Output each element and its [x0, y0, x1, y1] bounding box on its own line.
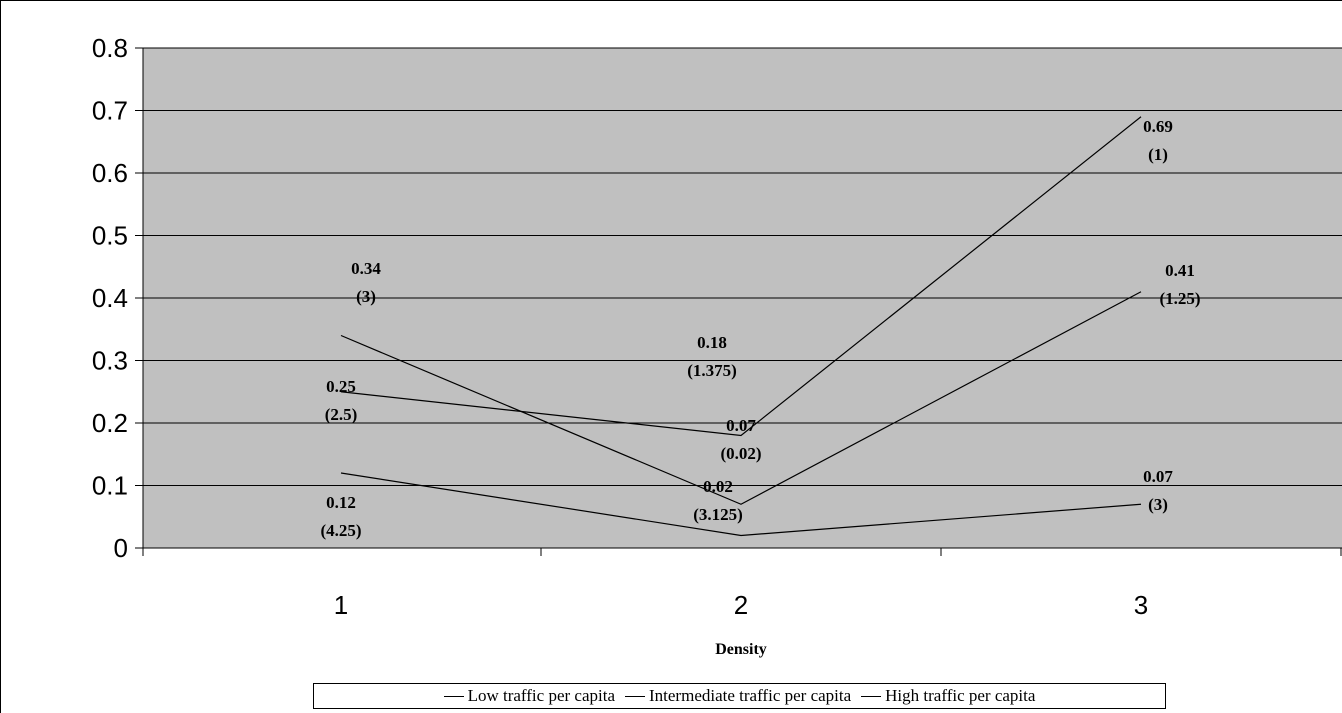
legend: Low traffic per capita Intermediate traf…: [313, 683, 1166, 709]
data-label-value: 0.69: [1143, 117, 1173, 136]
y-tick-label: 0.2: [92, 408, 128, 438]
legend-label: Low traffic per capita: [467, 686, 615, 705]
series-line-0: [340, 116, 1142, 437]
data-label-value: 0.34: [351, 259, 381, 278]
y-tick-label: 0: [114, 533, 128, 563]
data-label-ratio: (1.25): [1159, 289, 1200, 308]
x-axis-label: Density: [715, 641, 767, 658]
data-label-ratio: (4.25): [320, 521, 361, 540]
legend-item-low: Low traffic per capita: [443, 686, 615, 706]
legend-swatch: [443, 695, 464, 697]
legend-swatch: [625, 695, 645, 697]
legend-item-intermediate: Intermediate traffic per capita: [625, 686, 851, 706]
x-tick-label: 1: [334, 590, 348, 620]
legend-swatch: [861, 695, 882, 697]
series-lines: [340, 116, 1142, 537]
y-tick-label: 0.5: [92, 221, 128, 251]
y-tick-label: 0.7: [92, 96, 128, 126]
data-label-value: 0.41: [1165, 261, 1195, 280]
axes: 0 0.1 0.2 0.3 0.4 0.5 0.6 0.7 0.8 1 2 3: [92, 33, 1342, 620]
data-label-ratio: (3): [356, 287, 376, 306]
data-label-ratio: (1): [1148, 145, 1168, 164]
data-label-ratio: (3): [1148, 495, 1168, 514]
data-label-ratio: (0.02): [720, 444, 761, 463]
series-line-2: [340, 472, 1142, 537]
data-label-value: 0.12: [326, 493, 356, 512]
data-label-value: 0.07: [1143, 467, 1173, 486]
data-labels: 0.25 (2.5) 0.18 (1.375) 0.69 (1) 0.34 (3) 0.07 (0…: [320, 117, 1200, 540]
y-tick-label: 0.4: [92, 283, 128, 313]
data-label-ratio: (2.5): [325, 405, 358, 424]
data-label-value: 0.25: [326, 377, 356, 396]
legend-label: High traffic per capita: [885, 686, 1036, 705]
y-tick-label: 0.6: [92, 158, 128, 188]
gridlines: [143, 47, 1342, 486]
legend-item-high: High traffic per capita: [861, 686, 1035, 706]
data-label-ratio: (3.125): [693, 505, 743, 524]
x-tick-label: 3: [1134, 590, 1148, 620]
data-label-value: 0.18: [697, 333, 727, 352]
data-label-value: 0.02: [703, 477, 733, 496]
legend-label: Intermediate traffic per capita: [649, 686, 852, 705]
series-line-1: [340, 291, 1142, 505]
y-tick-label: 0.3: [92, 346, 128, 376]
data-label-ratio: (1.375): [687, 361, 737, 380]
y-tick-label: 0.8: [92, 33, 128, 63]
y-tick-label: 0.1: [92, 471, 128, 501]
data-label-value: 0.07: [726, 416, 756, 435]
x-tick-label: 2: [734, 590, 748, 620]
